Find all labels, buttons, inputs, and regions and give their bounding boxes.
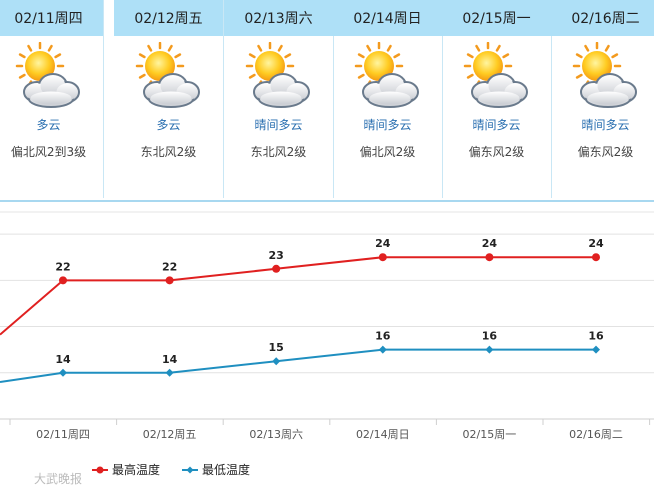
forecast-condition: 多云: [36, 118, 61, 132]
x-tick-label: 02/14周日: [356, 428, 410, 441]
x-tick-label: 02/16周二: [569, 428, 623, 441]
data-label: 22: [162, 260, 177, 273]
x-tick-label: 02/11周四: [36, 428, 90, 441]
forecast-wind: 东北风2级: [140, 145, 197, 159]
x-tick-label: 02/12周五: [143, 428, 197, 441]
sun-cloud-icon: [354, 42, 419, 108]
data-point: [59, 276, 67, 285]
forecast-date: 02/11周四: [0, 0, 103, 36]
data-label: 14: [162, 353, 178, 366]
chart-grid: [0, 211, 654, 420]
forecast-condition: 多云: [156, 118, 181, 132]
data-label: 16: [482, 330, 498, 343]
sun-cloud-icon: [572, 42, 637, 108]
forecast-day-4: 02/14周日 晴间多云偏北风2级: [333, 0, 443, 198]
data-point: [592, 253, 600, 262]
forecast-wind: 偏北风2级: [359, 145, 416, 159]
series-high: 22 22 23 24 24 24: [0, 237, 604, 336]
forecast-strip: 02/11周四 多云偏北风2到3级 02/12周五: [0, 0, 654, 202]
forecast-day-3: 02/13周六 晴间多云东北风2级: [224, 0, 334, 198]
forecast-date: 02/13周六: [224, 0, 333, 36]
x-tick-label: 02/15周一: [463, 428, 517, 441]
data-label: 22: [55, 260, 70, 273]
forecast-day-2: 02/12周五 多云东北风2级: [114, 0, 224, 198]
sun-cloud-icon: [245, 42, 310, 108]
data-point: [592, 345, 600, 354]
sun-cloud-icon: [463, 42, 528, 108]
forecast-condition: 晴间多云: [363, 118, 412, 132]
data-point: [165, 368, 174, 377]
data-label: 14: [55, 353, 71, 366]
data-label: 24: [482, 237, 498, 250]
data-point: [378, 345, 387, 354]
sun-cloud-icon: [15, 42, 80, 108]
legend-marker: [96, 466, 104, 474]
data-label: 24: [588, 237, 604, 250]
forecast-date: 02/12周五: [114, 0, 223, 36]
data-point: [272, 357, 281, 366]
x-tick-label: 02/13周六: [249, 428, 303, 441]
forecast-day-6: 02/16周二 晴间多云偏东风2级: [551, 0, 654, 198]
data-label: 16: [375, 330, 391, 343]
forecast-date: 02/15周一: [442, 0, 551, 36]
data-point: [485, 345, 494, 354]
legend-marker: [186, 466, 194, 474]
watermark-text: 大武晚报: [34, 471, 82, 486]
forecast-condition: 晴间多云: [254, 118, 303, 132]
data-label: 24: [375, 237, 391, 250]
forecast-wind: 偏北风2到3级: [10, 145, 87, 159]
legend-label[interactable]: 最低温度: [202, 462, 250, 477]
data-point: [165, 276, 174, 285]
x-axis: 02/11周四 02/12周五 02/13周六 02/14周日 02/15周一 02/16…: [9, 419, 651, 441]
sun-cloud-icon: [135, 42, 200, 108]
legend-label[interactable]: 最高温度: [112, 462, 160, 477]
series-low: 14 14 15 16 16 16: [0, 330, 604, 384]
temperature-line-chart: 02/11周四 02/12周五 02/13周六 02/14周日 02/15周一 02/16…: [0, 211, 654, 486]
forecast-wind: 偏东风2级: [468, 145, 525, 159]
data-point: [378, 253, 387, 262]
forecast-day-5: 02/15周一 晴间多云偏东风2级: [442, 0, 552, 198]
data-label: 16: [588, 330, 604, 343]
forecast-date: 02/14周日: [333, 0, 442, 36]
series-line: [0, 348, 596, 384]
forecast-condition: 晴间多云: [581, 118, 630, 132]
forecast-day-1: 02/11周四 多云偏北风2到3级: [0, 0, 104, 198]
series-line: [0, 256, 596, 336]
data-label: 15: [269, 341, 284, 354]
forecast-wind: 偏东风2级: [577, 145, 634, 159]
data-point: [272, 264, 281, 273]
data-label: 23: [269, 249, 284, 262]
forecast-wind: 东北风2级: [250, 145, 307, 159]
forecast-condition: 晴间多云: [472, 118, 521, 132]
data-point: [59, 368, 67, 377]
series-layer: 22 22 23 24 24 24 14 14 15 16 16 16: [0, 237, 604, 384]
chart-legend: 最高温度 最低温度: [92, 462, 250, 477]
data-point: [485, 253, 494, 262]
forecast-date: 02/16周二: [551, 0, 654, 36]
